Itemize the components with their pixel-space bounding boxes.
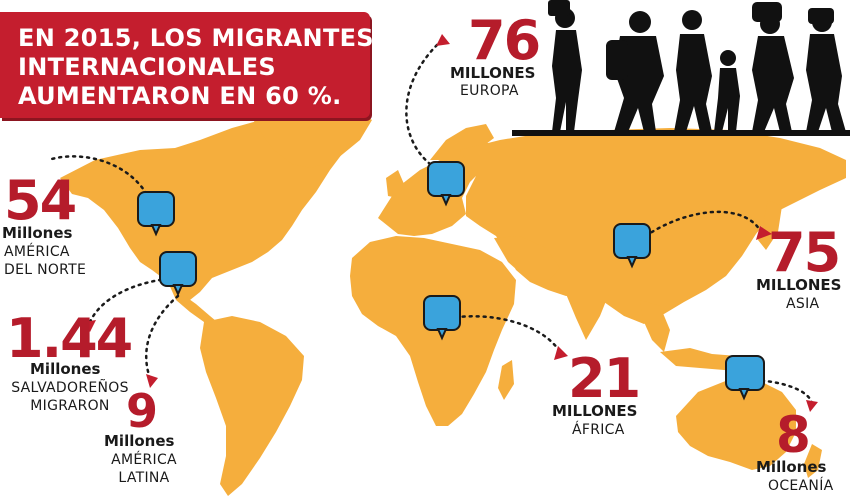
connector-asia bbox=[638, 210, 762, 242]
north-america-number: 54 bbox=[4, 169, 77, 232]
central-america-landmass bbox=[168, 282, 222, 332]
headline-line-3: AUMENTARON EN 60 %. bbox=[18, 82, 342, 110]
oceania-unit: Millones bbox=[756, 458, 827, 476]
headline-line-2: INTERNACIONALES bbox=[18, 53, 276, 81]
japan-landmass bbox=[758, 200, 782, 250]
arrow-oceania-icon bbox=[806, 400, 818, 412]
speech-bubble-icon bbox=[137, 191, 175, 237]
el-salvador-number: 1.44 bbox=[6, 307, 133, 370]
connector-europe bbox=[405, 40, 444, 174]
africa-number: 21 bbox=[568, 347, 641, 410]
north-america-label-1: AMÉRICA bbox=[4, 244, 70, 260]
el-salvador-label-2: MIGRARON bbox=[30, 398, 110, 414]
asia-number: 75 bbox=[768, 221, 841, 284]
scandinavia-landmass bbox=[430, 124, 494, 160]
uk-landmass bbox=[386, 170, 404, 198]
connector-latin-america bbox=[145, 294, 180, 380]
oceania-label: OCEANÍA bbox=[768, 478, 834, 494]
speech-bubble-icon bbox=[613, 223, 651, 269]
australia-landmass bbox=[676, 380, 796, 470]
europe-label: EUROPA bbox=[460, 83, 519, 99]
south-america-landmass bbox=[200, 316, 304, 496]
arrow-europe-icon bbox=[436, 34, 450, 46]
asia-landmass bbox=[460, 128, 846, 324]
latin-america-label-2: LATINA bbox=[118, 470, 170, 486]
arrow-latin-america-icon bbox=[146, 374, 158, 388]
arrow-asia-icon bbox=[756, 226, 772, 240]
north-america-label-2: DEL NORTE bbox=[4, 262, 87, 278]
markers bbox=[137, 161, 765, 401]
europe-unit: MILLONES bbox=[450, 64, 536, 82]
el-salvador-label-1: SALVADOREÑOS bbox=[11, 380, 129, 396]
latin-america-label-1: AMÉRICA bbox=[111, 452, 177, 468]
new-zealand-landmass bbox=[804, 444, 822, 478]
headline-banner: EN 2015, LOS MIGRANTES INTERNACIONALES A… bbox=[0, 12, 374, 118]
headline-line-1: EN 2015, LOS MIGRANTES bbox=[18, 24, 374, 52]
latin-america-unit: Millones bbox=[104, 432, 175, 450]
africa-unit: MILLONES bbox=[552, 402, 638, 420]
speech-bubble-icon bbox=[725, 355, 765, 401]
speech-bubble-icon bbox=[159, 251, 197, 297]
migrant-silhouettes bbox=[512, 0, 850, 136]
greenland-landmass bbox=[252, 102, 372, 168]
europe-number: 76 bbox=[468, 9, 541, 72]
connector-north-america bbox=[46, 155, 152, 202]
speech-bubble-icon bbox=[423, 295, 461, 341]
north-america-unit: Millones bbox=[2, 224, 73, 242]
asia-unit: MILLONES bbox=[756, 276, 842, 294]
north-america-landmass bbox=[60, 118, 345, 300]
middle-east-landmass bbox=[494, 236, 560, 284]
latin-america-number: 9 bbox=[126, 384, 158, 438]
arrowheads bbox=[84, 34, 818, 412]
india-landmass bbox=[566, 268, 612, 340]
southeast-asia-landmass bbox=[640, 300, 670, 352]
speech-bubble-icon bbox=[427, 161, 465, 207]
arrow-africa-icon bbox=[554, 346, 568, 360]
oceania-number: 8 bbox=[776, 406, 811, 464]
madagascar-landmass bbox=[498, 360, 514, 400]
el-salvador-unit: Millones bbox=[30, 360, 101, 378]
africa-label: ÁFRICA bbox=[572, 422, 625, 438]
arrow-el-salvador-icon bbox=[84, 320, 96, 332]
asia-label: ASIA bbox=[786, 296, 820, 312]
